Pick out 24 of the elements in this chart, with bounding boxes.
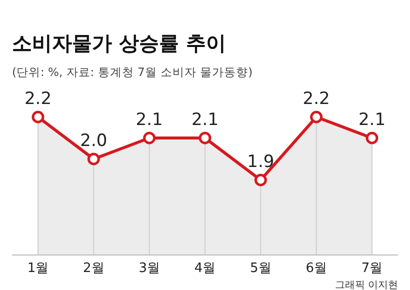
data-label: 2.1	[358, 110, 386, 130]
point	[143, 132, 156, 144]
x-tick-label: 6월	[306, 261, 327, 276]
data-label: 2.1	[136, 110, 163, 130]
x-tick-label: 1월	[27, 261, 49, 276]
point	[310, 110, 323, 124]
x-tick-label: 3월	[138, 261, 160, 276]
point	[87, 152, 100, 166]
x-tick-label: 4월	[194, 261, 216, 276]
point	[32, 110, 44, 124]
point	[366, 132, 378, 144]
data-label: 1.9	[247, 152, 274, 172]
data-label: 2.1	[191, 110, 219, 130]
annotation: 그래픽 이지현	[334, 280, 398, 290]
data-label: 2.2	[24, 89, 52, 109]
data-label: 2.0	[80, 131, 108, 151]
point	[198, 132, 212, 144]
chart-title: 소비자물가 상승률 추이	[12, 31, 226, 55]
x-tick-label: 2월	[83, 261, 104, 276]
point	[254, 174, 267, 186]
chart-subtitle: (단위: %, 자료: 통계청 7월 소비자 물가동향)	[12, 65, 253, 79]
x-tick-label: 5월	[250, 261, 272, 276]
data-label: 2.2	[302, 89, 330, 109]
x-tick-label: 7월	[361, 261, 383, 276]
